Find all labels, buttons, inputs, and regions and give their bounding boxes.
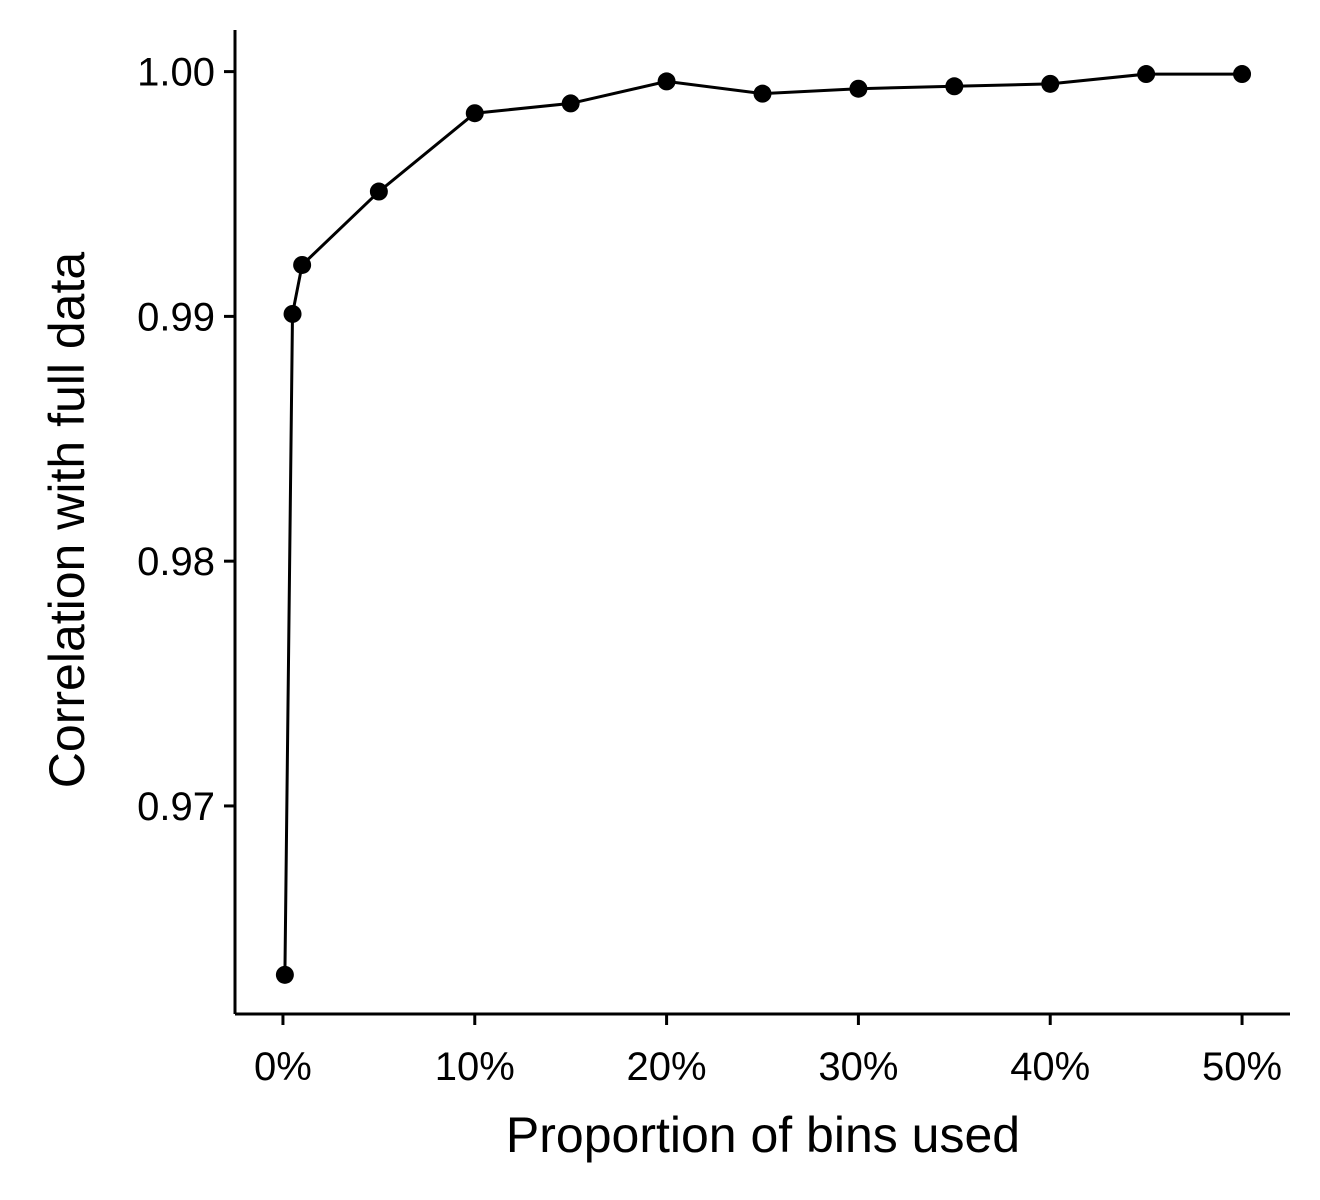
- data-point: [465, 104, 484, 123]
- data-point: [275, 965, 294, 984]
- x-tick-label: 10%: [435, 1045, 515, 1089]
- x-tick-label: 40%: [1010, 1045, 1090, 1089]
- x-tick-label: 0%: [254, 1045, 312, 1089]
- data-point: [369, 182, 388, 201]
- data-point: [1041, 74, 1060, 93]
- data-point: [945, 77, 964, 96]
- x-tick-label: 50%: [1202, 1045, 1282, 1089]
- x-axis-title: Proportion of bins used: [506, 1107, 1020, 1163]
- series: [275, 65, 1252, 984]
- data-point: [849, 79, 868, 98]
- data-point: [657, 72, 676, 91]
- y-tick-label: 0.99: [137, 295, 215, 339]
- data-point: [561, 94, 580, 113]
- data-point: [283, 304, 302, 323]
- x-tick-label: 20%: [627, 1045, 707, 1089]
- x-tick-label: 30%: [818, 1045, 898, 1089]
- x-ticks: 0% 10% 20% 30% 40% 50%: [254, 1014, 1282, 1089]
- y-ticks: 0.97 0.98 0.99 1.00: [137, 51, 235, 829]
- data-point: [753, 84, 772, 103]
- y-tick-label: 0.97: [137, 785, 215, 829]
- axes: [233, 30, 1290, 1016]
- y-axis-title: Correlation with full data: [39, 252, 95, 789]
- data-point: [1137, 65, 1156, 84]
- y-tick-label: 1.00: [137, 51, 215, 95]
- y-tick-label: 0.98: [137, 540, 215, 584]
- data-point: [293, 255, 312, 274]
- series-line: [283, 72, 1242, 975]
- data-points: [275, 65, 1252, 984]
- data-point: [1233, 65, 1252, 84]
